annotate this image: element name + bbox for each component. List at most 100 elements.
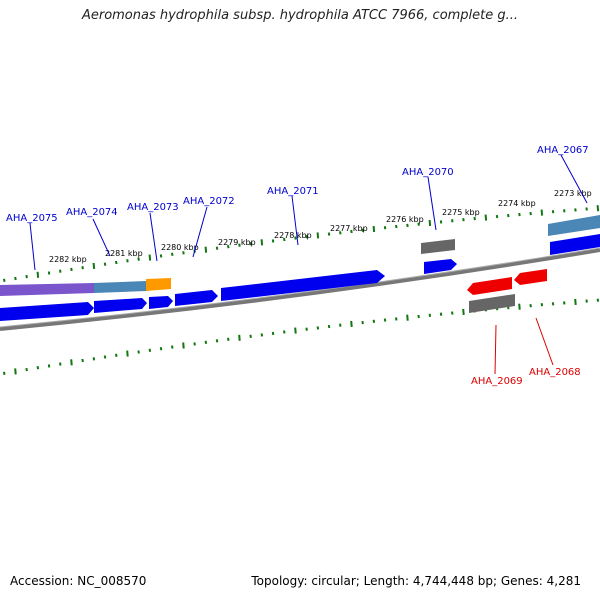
- scale-tick: [215, 246, 219, 250]
- scale-tick: [283, 237, 286, 242]
- scale-tick: [563, 301, 566, 305]
- scale-tick: [59, 362, 62, 366]
- cds-aha-2073[interactable]: [149, 296, 173, 309]
- scale-tick: [126, 259, 129, 263]
- scale-tick: [518, 303, 521, 310]
- scale-tick: [14, 368, 17, 375]
- scale-tick: [551, 302, 555, 306]
- scale-tick: [305, 235, 308, 239]
- scale-tick: [372, 319, 376, 323]
- scale-tick: [395, 317, 398, 321]
- scale-tick: [227, 337, 230, 341]
- map-title: Aeromonas hydrophila subsp. hydrophila A…: [81, 8, 519, 23]
- scale-tick: [271, 331, 275, 336]
- reverse-leader-lines: [494, 317, 554, 375]
- scale-tick: [103, 355, 107, 359]
- cds-aha-2072[interactable]: [175, 290, 218, 306]
- gene-label-forward[interactable]: AHA_2072: [183, 196, 235, 207]
- gray-feature-2070[interactable]: [421, 239, 455, 254]
- scale-tick: [507, 213, 510, 218]
- scale-tick: [327, 324, 331, 329]
- scale-tick: [148, 254, 152, 261]
- scale-tick: [182, 342, 185, 349]
- kbp-label: 2281 kbp: [105, 249, 143, 258]
- scale-tick: [350, 229, 353, 234]
- scale-tick: [406, 314, 409, 321]
- gene-label-forward[interactable]: AHA_2071: [267, 186, 319, 197]
- kbp-label: 2274 kbp: [498, 199, 536, 208]
- scale-tick: [294, 327, 297, 334]
- scale-tick: [585, 207, 588, 211]
- accession-text: Accession: NC_008570: [10, 574, 147, 588]
- scale-tick: [204, 340, 208, 344]
- scale-tick: [361, 228, 364, 232]
- kbp-label: 2282 kbp: [49, 255, 87, 264]
- cds-aha-2069[interactable]: [467, 277, 512, 295]
- scale-tick: [47, 364, 51, 368]
- scale-tick: [529, 211, 532, 216]
- scale-tick: [574, 298, 577, 305]
- scale-tick: [551, 210, 555, 214]
- scale-tick: [462, 218, 465, 222]
- scale-tick: [81, 358, 84, 363]
- scale-tick: [596, 298, 600, 302]
- scale-tick: [372, 225, 376, 233]
- scale-tick: [350, 320, 353, 327]
- scale-tick: [14, 276, 17, 281]
- scale-tick: [383, 318, 387, 322]
- scale-tick: [137, 350, 140, 354]
- scale-tick: [596, 205, 600, 212]
- gray-feature-2069[interactable]: [469, 294, 515, 313]
- scale-tick: [462, 308, 465, 315]
- scale-tick: [260, 333, 264, 337]
- scale-tick: [103, 262, 107, 266]
- kbp-label: 2280 kbp: [161, 243, 199, 252]
- scale-tick: [417, 222, 420, 226]
- cds-aha-2067[interactable]: [550, 234, 600, 255]
- rna-feature[interactable]: [146, 278, 171, 291]
- gene-label-forward[interactable]: AHA_2074: [66, 207, 118, 218]
- kbp-label: 2279 kbp: [218, 238, 256, 247]
- scale-tick: [428, 313, 432, 317]
- scale-tick: [193, 342, 196, 346]
- steelblue-feature-2067[interactable]: [548, 215, 600, 236]
- scale-tick: [383, 226, 387, 230]
- scale-tick: [529, 304, 532, 308]
- kbp-label: 2278 kbp: [274, 231, 312, 240]
- cds-aha-2068[interactable]: [514, 269, 547, 285]
- scale-tick: [451, 219, 454, 223]
- scale-tick: [316, 232, 320, 239]
- gene-label-forward[interactable]: AHA_2075: [6, 213, 58, 224]
- scale-tick: [316, 326, 320, 330]
- scale-tick: [171, 345, 174, 349]
- scale-tick: [327, 232, 331, 236]
- genome-backbone: [0, 248, 600, 331]
- gene-label-reverse[interactable]: AHA_2068: [529, 367, 581, 378]
- scale-tick: [271, 239, 275, 243]
- scale-tick: [339, 323, 342, 327]
- scale-tick: [249, 242, 252, 246]
- cds-aha-2075[interactable]: [0, 302, 94, 321]
- scale-tick: [417, 314, 420, 319]
- scale-tick: [137, 257, 140, 261]
- gene-label-forward[interactable]: AHA_2073: [127, 202, 179, 213]
- scale-tick: [148, 348, 152, 352]
- scale-tick: [159, 347, 163, 351]
- gene-label-reverse[interactable]: AHA_2069: [471, 376, 523, 387]
- cds-aha-2071[interactable]: [221, 270, 385, 301]
- forward-leader-lines: [29, 154, 588, 271]
- scale-tick: [495, 214, 499, 219]
- scale-tick: [81, 266, 84, 270]
- cds-aha-2074[interactable]: [94, 298, 147, 313]
- scale-tick: [36, 271, 40, 278]
- scale-tick: [585, 299, 588, 303]
- steelblue-feature[interactable]: [94, 281, 146, 293]
- gene-label-forward[interactable]: AHA_2070: [402, 167, 454, 178]
- purple-feature[interactable]: [0, 283, 94, 296]
- scale-tick: [115, 260, 118, 265]
- scale-tick: [36, 366, 40, 370]
- cds-aha-2070[interactable]: [424, 259, 457, 274]
- gene-label-forward[interactable]: AHA_2067: [537, 145, 589, 156]
- kbp-label: 2276 kbp: [386, 215, 424, 224]
